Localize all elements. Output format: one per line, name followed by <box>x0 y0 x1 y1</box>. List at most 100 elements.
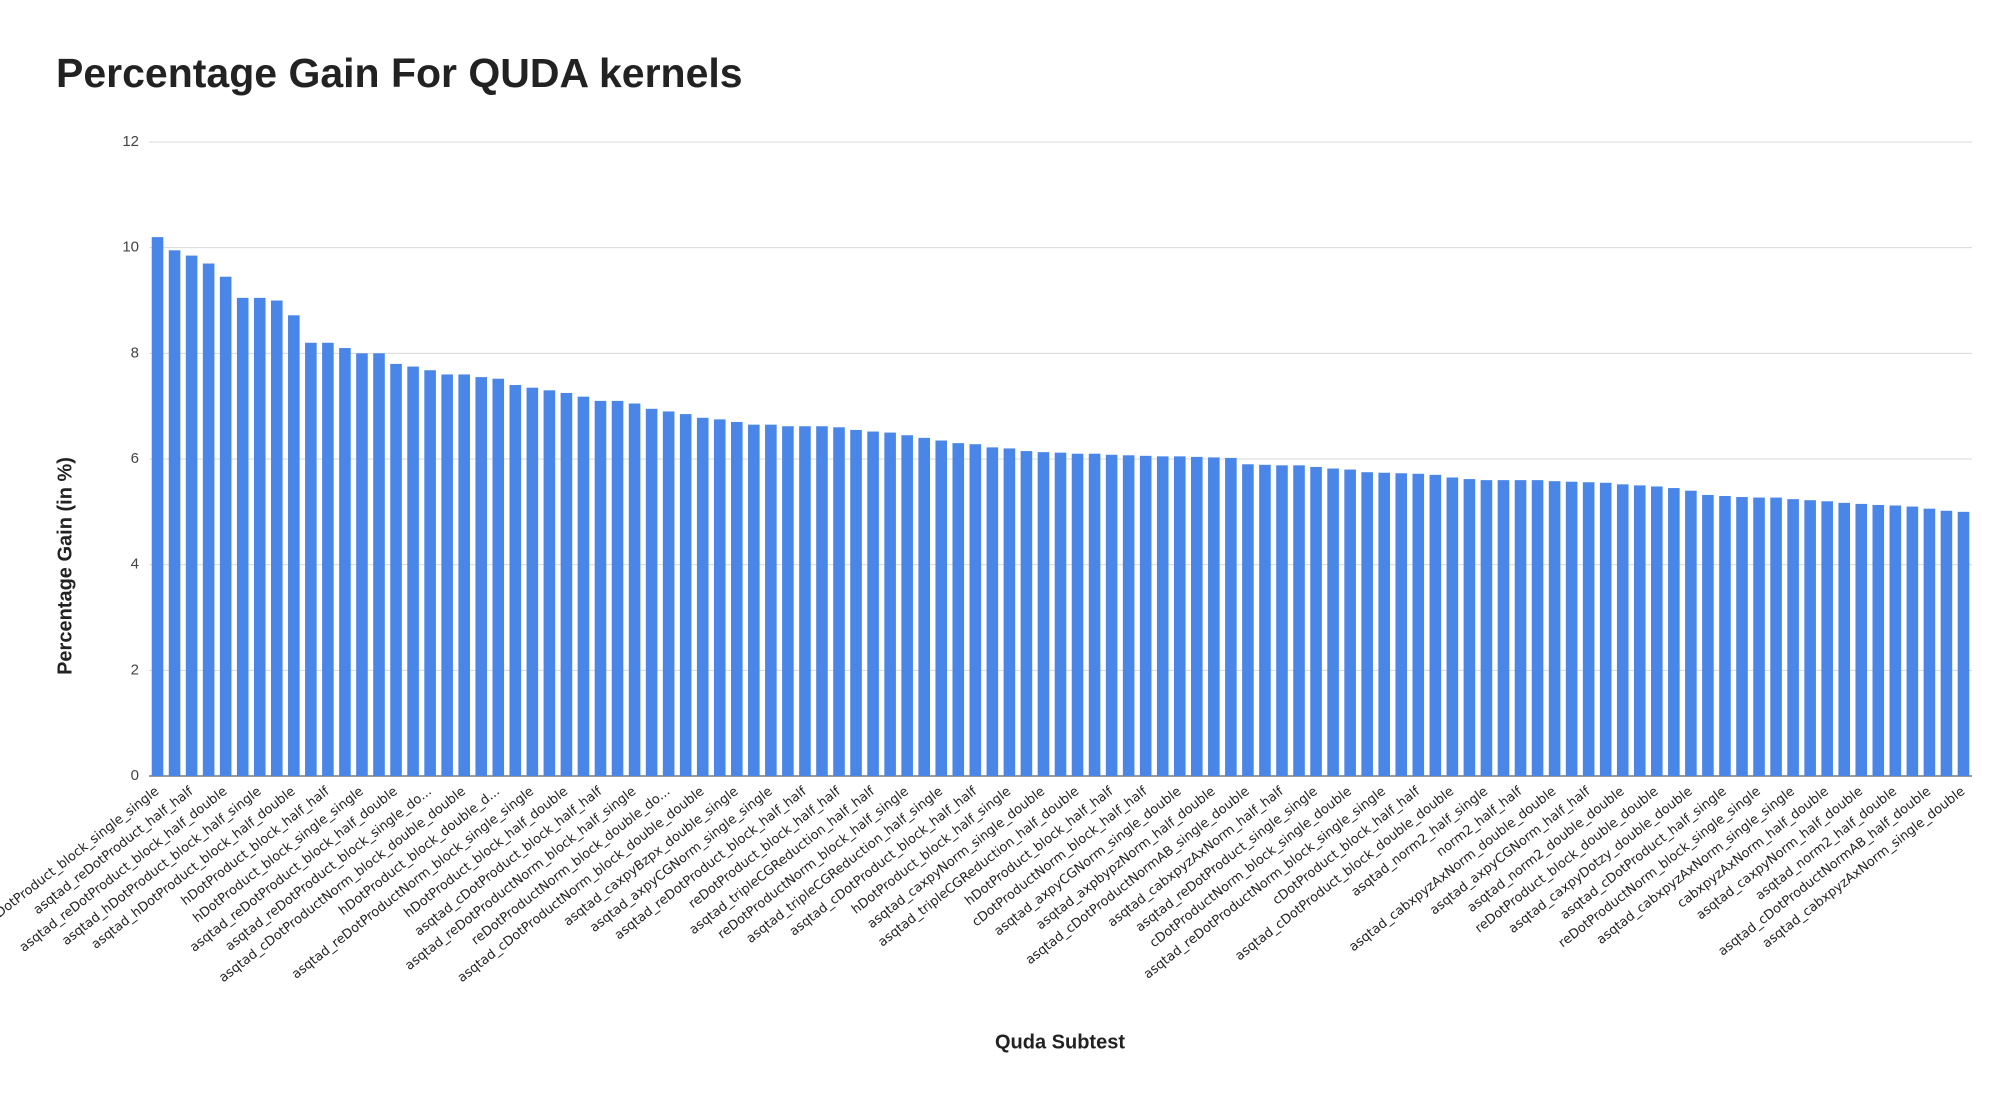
bar <box>1565 481 1578 776</box>
bar <box>1906 506 1919 776</box>
bar <box>867 431 879 776</box>
bar <box>526 387 539 776</box>
bar <box>969 444 982 776</box>
bar <box>986 447 999 776</box>
bar <box>1378 472 1391 776</box>
bar <box>458 374 470 776</box>
bar <box>1651 486 1663 776</box>
bar <box>1804 500 1816 776</box>
bar <box>901 435 913 776</box>
bar <box>1293 465 1305 776</box>
bar <box>1599 482 1612 776</box>
bar <box>1088 453 1101 776</box>
bar <box>1770 497 1782 776</box>
bar <box>560 392 573 776</box>
bar <box>1719 495 1731 776</box>
bar <box>1412 473 1425 776</box>
bar <box>492 378 505 776</box>
bar <box>1753 497 1765 776</box>
bar <box>918 437 930 776</box>
bar <box>577 396 590 776</box>
bar <box>1139 455 1152 776</box>
bar <box>1702 494 1714 776</box>
bar <box>1940 510 1953 776</box>
bar <box>1446 477 1459 776</box>
bar <box>1957 511 1970 776</box>
bar <box>1105 454 1118 776</box>
bar <box>935 440 948 776</box>
bar <box>509 385 522 776</box>
bar <box>611 400 624 776</box>
bar <box>236 297 249 776</box>
bar <box>1787 499 1799 776</box>
bar <box>322 342 334 776</box>
bar <box>765 424 777 776</box>
x-axis-title: Quda Subtest <box>995 1031 1125 1053</box>
bar <box>1156 456 1169 776</box>
y-tick-label: 6 <box>131 450 139 467</box>
bar <box>1616 484 1629 776</box>
bar <box>696 417 709 776</box>
bar <box>850 429 862 776</box>
bar <box>816 426 828 776</box>
bar <box>1685 490 1697 776</box>
bar <box>407 366 419 776</box>
bar <box>1821 501 1833 776</box>
bar <box>1054 452 1067 776</box>
bar <box>253 297 266 776</box>
bar <box>730 422 743 776</box>
bar <box>645 408 658 776</box>
bar <box>185 255 198 776</box>
bar <box>339 348 351 776</box>
bar <box>1855 503 1868 776</box>
bar <box>356 353 368 776</box>
bar <box>305 342 317 776</box>
bar <box>833 427 845 776</box>
bar <box>270 300 283 776</box>
bar <box>1037 452 1050 776</box>
bar <box>1071 453 1084 776</box>
bar <box>202 263 215 776</box>
bar <box>1020 451 1033 776</box>
bar <box>952 443 965 776</box>
bar <box>1923 508 1936 776</box>
bar <box>168 250 181 776</box>
bar <box>1889 505 1902 776</box>
bar <box>1191 456 1203 776</box>
bar <box>1497 480 1510 776</box>
bar <box>1361 472 1373 776</box>
bar <box>1208 457 1220 776</box>
y-tick-label: 12 <box>122 133 139 150</box>
bar <box>1225 457 1237 776</box>
y-tick-label: 0 <box>131 767 139 784</box>
bar <box>1173 456 1186 776</box>
bar <box>1668 488 1680 776</box>
bar <box>390 363 402 776</box>
y-tick-label: 2 <box>131 661 139 678</box>
bar <box>1633 485 1646 776</box>
bar <box>1872 504 1885 776</box>
bar <box>543 390 556 776</box>
bar <box>1276 465 1288 776</box>
bar <box>288 315 300 776</box>
bar <box>713 419 726 776</box>
bar <box>884 432 896 776</box>
bar <box>1003 448 1016 776</box>
bar <box>151 237 164 777</box>
bar <box>1395 473 1408 776</box>
bar <box>1344 469 1356 776</box>
bar <box>679 414 692 776</box>
bar <box>1429 474 1442 776</box>
bar <box>1242 464 1254 776</box>
bar <box>219 276 232 776</box>
bar <box>1582 482 1595 776</box>
bar <box>1122 455 1135 776</box>
bar <box>1548 481 1561 776</box>
bar <box>628 403 641 776</box>
bar <box>1463 479 1476 776</box>
bar <box>373 353 385 776</box>
bar <box>594 400 607 776</box>
bar <box>1480 480 1493 776</box>
y-axis-title: Percentage Gain (in %) <box>54 457 76 675</box>
